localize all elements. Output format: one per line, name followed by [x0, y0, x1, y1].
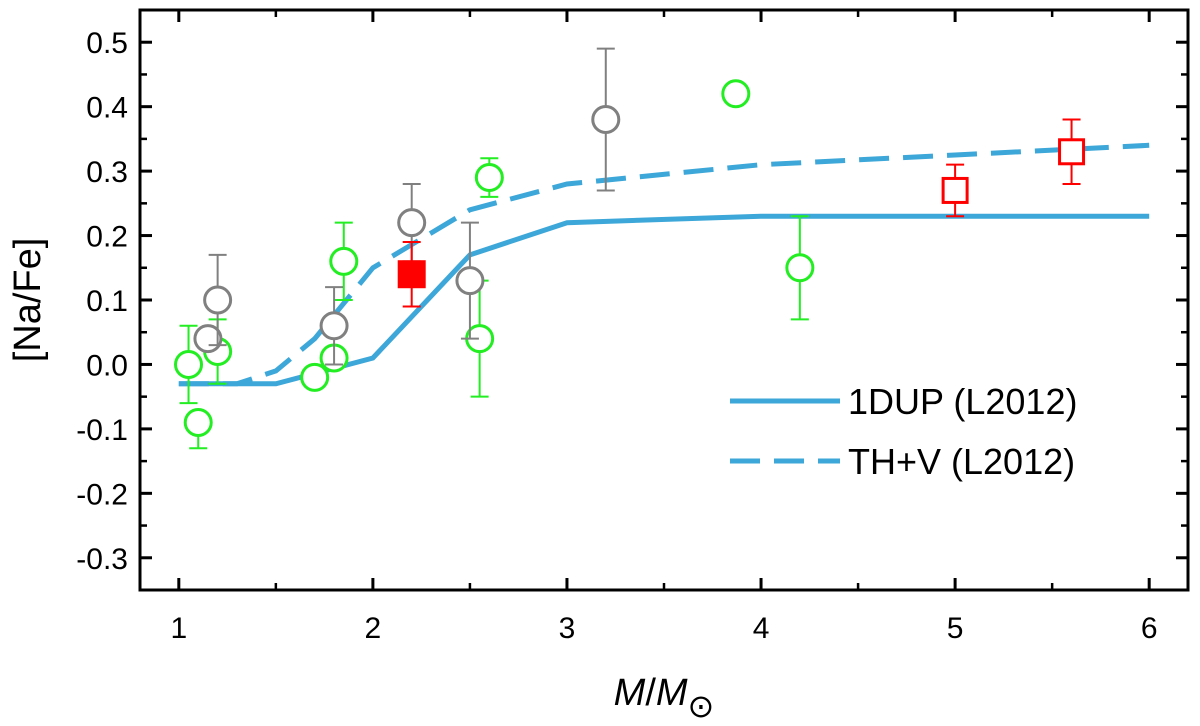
- x-tick-label: 5: [947, 612, 964, 645]
- y-tick-label: 0.5: [86, 27, 128, 60]
- x-tick-label: 1: [170, 612, 187, 645]
- y-tick-label: 0.3: [86, 156, 128, 189]
- data-point-square-open: [941, 176, 969, 204]
- data-point-circle: [591, 105, 621, 135]
- y-tick-label: -0.3: [76, 543, 128, 576]
- x-tick-label: 2: [365, 612, 382, 645]
- y-axis-title: [Na/Fe]: [7, 238, 49, 363]
- y-tick-label: -0.1: [76, 414, 128, 447]
- data-point-circle: [785, 253, 815, 283]
- data-point-circle: [203, 285, 233, 315]
- x-tick-label: 4: [753, 612, 770, 645]
- data-point-circle: [174, 349, 204, 379]
- x-axis-title-m: M: [614, 672, 646, 714]
- y-tick-label: -0.2: [76, 478, 128, 511]
- legend-label-thv: TH+V (L2012): [848, 441, 1075, 482]
- y-tick-label: 0.0: [86, 349, 128, 382]
- data-point-circle: [183, 407, 213, 437]
- data-point-square-filled: [397, 260, 426, 289]
- y-tick-label: 0.4: [86, 92, 128, 125]
- x-axis-title: M/M⊙: [614, 672, 715, 724]
- data-point-circle: [474, 163, 504, 193]
- x-tick-label: 3: [559, 612, 576, 645]
- data-points-layer: [174, 47, 1086, 450]
- data-point-square-open: [1058, 138, 1086, 166]
- y-tick-label: 0.2: [86, 221, 128, 254]
- data-point-circle: [300, 362, 330, 392]
- x-axis-title-msun: M: [656, 672, 688, 714]
- legend: 1DUP (L2012) TH+V (L2012): [730, 381, 1077, 482]
- data-point-circle: [319, 311, 349, 341]
- data-point-circle: [329, 246, 359, 276]
- x-axis-title-slash: /: [645, 672, 656, 714]
- legend-label-1dup: 1DUP (L2012): [848, 381, 1077, 422]
- axes-layer: 1 2 3 4 5 6 -0.3 -0.2 -0.1 0.0 0.1 0.2 0.3 0.4 0.5: [76, 8, 1190, 645]
- x-tick-label: 6: [1141, 612, 1158, 645]
- x-axis-title-sun-symbol: ⊙: [688, 688, 715, 724]
- data-point-circle: [455, 266, 485, 296]
- data-point-circle: [721, 79, 751, 109]
- data-point-circle: [397, 208, 427, 238]
- plot-frame: [138, 8, 1190, 592]
- y-tick-label: 0.1: [86, 285, 128, 318]
